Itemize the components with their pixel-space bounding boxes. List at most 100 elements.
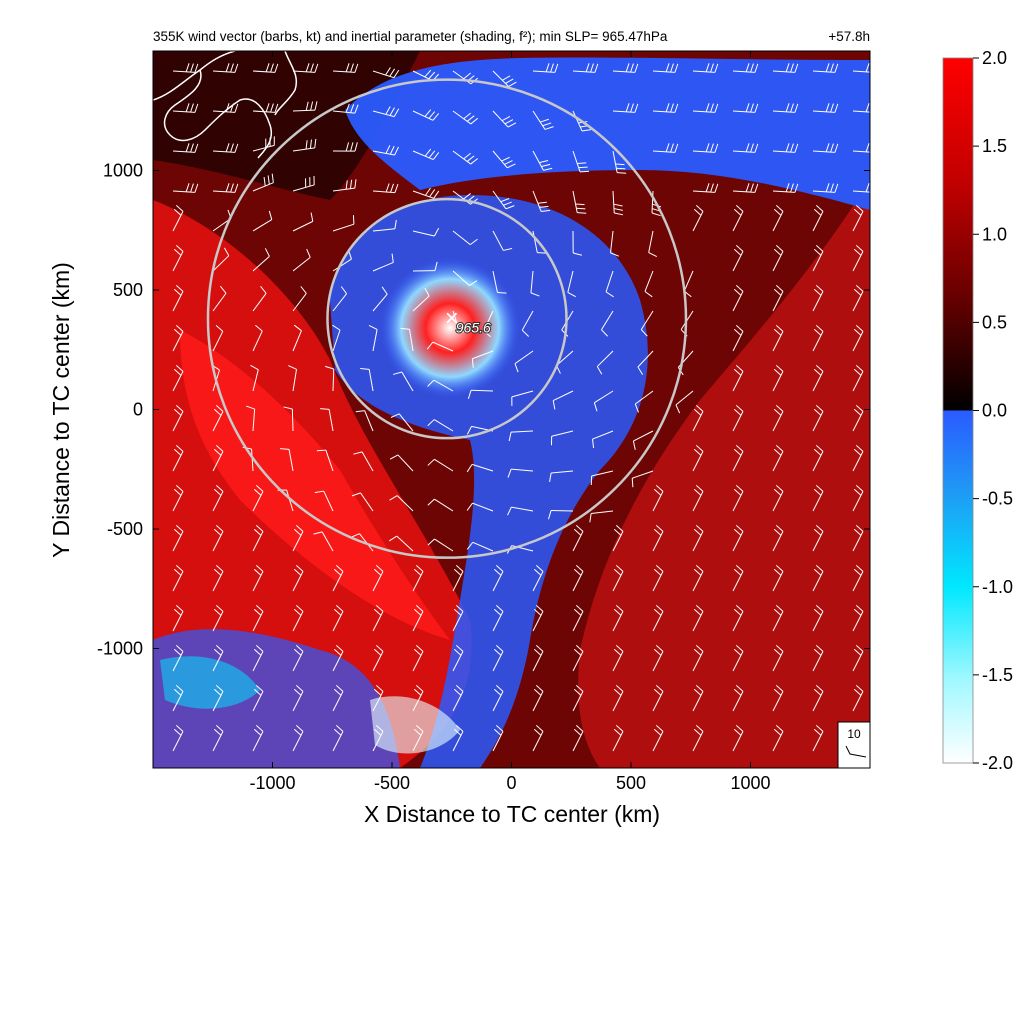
plot-area: ✕ 965.6 [153,51,870,768]
wind-barb [637,350,654,375]
wind-barb [772,143,799,153]
min-slp-x-icon: ✕ [444,309,459,329]
wind-barb [812,605,824,632]
wind-barb [412,261,438,272]
wind-barb [314,490,334,512]
shading-south-cyan-2 [370,696,460,754]
wind-barb [283,406,294,432]
wind-barb [252,565,264,592]
wind-barb [292,175,315,192]
wind-barb [388,535,414,552]
wind-barb [212,143,239,153]
wind-barb [372,605,384,632]
wind-barb [692,183,719,193]
wind-barb [532,605,544,632]
wind-barb [471,350,494,368]
wind-barb [852,645,864,672]
wind-barb [212,247,230,272]
wind-barb [812,183,839,193]
wind-barb [532,190,551,212]
wind-barb [212,605,224,632]
wind-barb [292,725,304,752]
wind-barb [292,565,304,592]
wind-barb [692,485,704,512]
wind-barb [732,325,744,352]
wind-barb [652,605,664,632]
wind-barb [452,150,479,165]
wind-barb [572,725,584,752]
wind-barb [412,287,430,312]
y-tick-label: -1000 [97,639,143,659]
wind-barb [252,525,264,552]
wind-barb [492,70,517,87]
wind-barb [492,685,504,712]
wind-barb [426,341,454,352]
wind-barb [212,445,224,472]
wind-barb [812,405,824,432]
wind-barb [452,685,464,712]
wind-barb [172,365,184,392]
wind-barb [605,270,614,298]
wind-barb [612,525,624,552]
wind-barb [601,310,614,337]
wind-barb [292,286,307,312]
wind-barb [732,485,744,512]
barb-legend: 10 [837,721,871,769]
wind-barb [412,685,424,712]
y-tick-label: 500 [113,280,143,300]
wind-barb [550,430,574,446]
shading-outflow-jet [345,57,870,210]
wind-barb [572,565,584,592]
wind-barb [467,389,494,400]
wind-barb [466,463,494,473]
wind-barb [812,565,824,592]
colorbar: 2.0 1.5 1.0 0.5 0.0 -0.5 -1.0 -1.5 -2.0 [942,48,1013,773]
wind-barb [692,103,719,113]
wind-barb [812,645,824,672]
wind-barb [172,725,184,752]
x-tick-label: 500 [616,773,646,793]
forecast-time: +57.8h [828,29,870,44]
wind-barb [427,458,454,472]
colorbar-tick-label: 0.0 [982,401,1007,421]
shading-northwest-dark [153,51,420,200]
wind-barb [250,364,259,392]
wind-barb [812,245,824,272]
wind-barb [353,451,374,472]
wind-barb [372,645,384,672]
wind-barb [652,63,679,73]
wind-barb [332,645,344,672]
wind-barb [252,285,267,312]
wind-barb [852,285,864,312]
y-tick-label: -500 [107,519,143,539]
chart-title: 355K wind vector (barbs, kt) and inertia… [153,29,668,44]
wind-barb [631,470,654,488]
wind-barb [427,538,454,552]
wind-barb [812,63,839,73]
wind-barb [612,103,639,113]
wind-barb [492,725,504,752]
wind-barb [732,245,744,272]
wind-barb [172,685,184,712]
colorbar-tick-label: -1.5 [982,665,1013,685]
wind-barb [292,685,304,712]
wind-barb [852,63,870,73]
range-ring [206,78,688,559]
wind-barb [325,365,335,392]
wind-barb [212,485,224,512]
wind-barb [652,565,664,592]
colorbar-ticks: 2.0 1.5 1.0 0.5 0.0 -0.5 -1.0 -1.5 -2.0 [973,48,1013,773]
wind-barb [212,525,224,552]
wind-barb [452,725,464,752]
wind-barb [372,725,384,752]
wind-barb [652,725,664,752]
wind-barb [692,205,704,232]
x-tick-label: 0 [506,773,516,793]
wind-barb [492,150,516,169]
wind-barb [332,324,341,352]
wind-barb [389,495,414,512]
wind-barb [852,445,864,472]
wind-barb [492,645,504,672]
wind-barb [292,101,318,112]
